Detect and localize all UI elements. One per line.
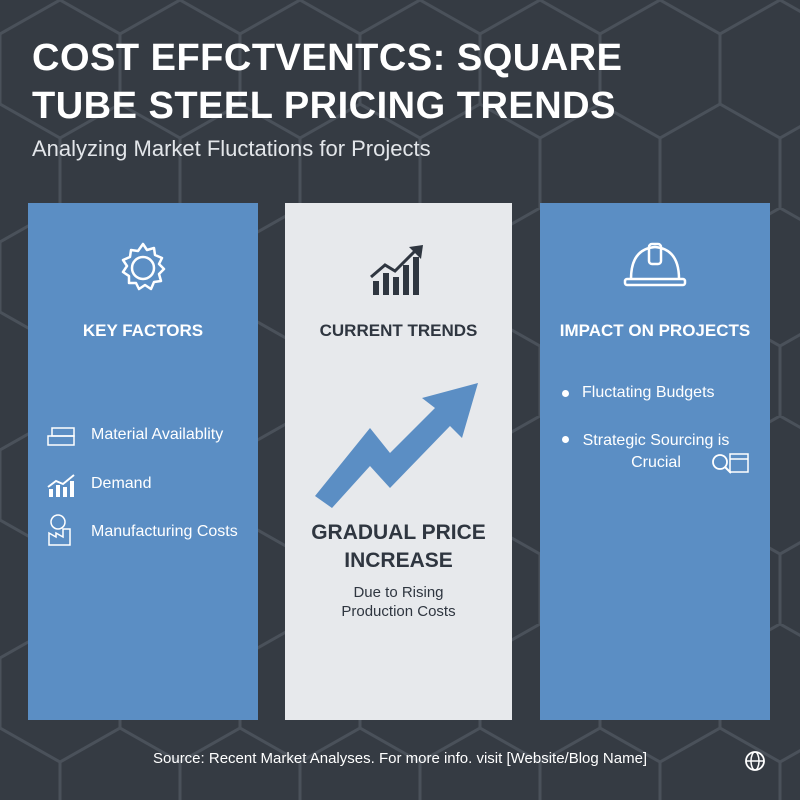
factor-item: Manufacturing Costs (91, 523, 238, 540)
subtitle: Analyzing Market Fluctations for Project… (32, 136, 431, 161)
column-heading: IMPACT ON PROJECTS (559, 321, 751, 340)
material-icon (47, 427, 75, 446)
chart-icon (370, 245, 423, 295)
gear-icon (121, 242, 166, 291)
factors-panel: KEY FACTORS Material Availablity Demand … (28, 203, 258, 720)
bullet (562, 390, 569, 397)
impact-panel: IMPACT ON PROJECTS Fluctating Budgets St… (540, 203, 770, 720)
manufacturing-icon (48, 514, 71, 546)
bullet (562, 436, 569, 443)
note: Due to Rising Production Costs (341, 584, 456, 620)
factor-item: Demand (91, 475, 152, 492)
source: Source: Recent Market Analyses. For more… (153, 750, 648, 767)
helmet-icon (623, 242, 687, 287)
impact-item: Strategic Sourcing is Crucial (582, 432, 730, 471)
sourcing-icon (712, 453, 749, 474)
demand-icon (47, 474, 75, 497)
impact-item: Fluctating Budgets (582, 384, 715, 401)
trends-panel: CURRENT TRENDS GRADUAL PRICE INCREASE Du… (285, 203, 512, 720)
title: COST EFFCTVENTCS: SQUARE TUBE STEEL PRIC… (32, 37, 623, 127)
globe-icon (745, 751, 765, 771)
column-heading: CURRENT TRENDS (319, 321, 478, 340)
factor-item: Material Availablity (91, 426, 224, 443)
headline: GRADUAL PRICE INCREASE (311, 521, 486, 572)
column-heading: KEY FACTORS (82, 321, 204, 340)
trend-arrow (315, 383, 478, 508)
